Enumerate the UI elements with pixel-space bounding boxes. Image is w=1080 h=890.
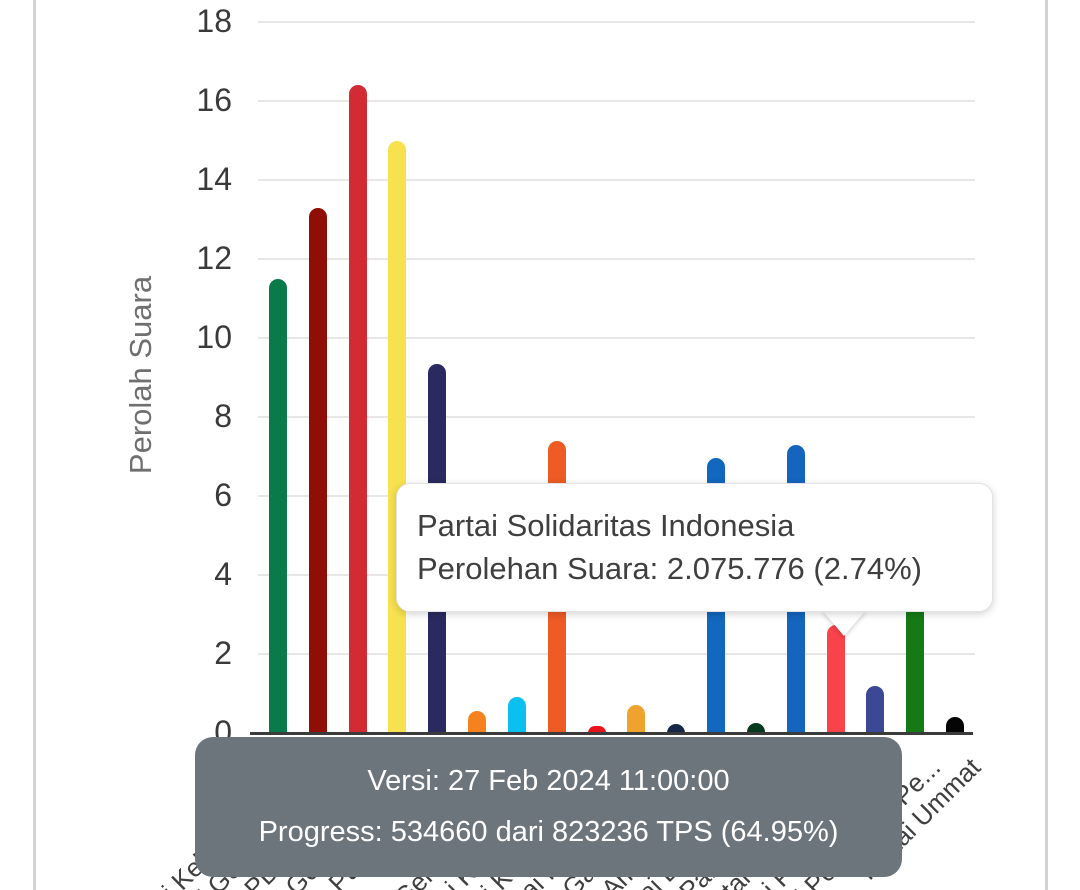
bar-pbb[interactable] (746, 723, 765, 733)
x-axis-baseline (250, 732, 973, 735)
bar-buruh[interactable] (468, 711, 487, 733)
status-overlay: Versi: 27 Feb 2024 11:00:00 Progress: 53… (195, 737, 902, 877)
tooltip-vote-detail: Perolehan Suara: 2.075.776 (2.74%) (417, 551, 922, 586)
gridline-8 (258, 416, 975, 418)
y-tick-14: 14 (196, 161, 232, 197)
tooltip-party-name: Partai Solidaritas Indonesia (417, 508, 795, 543)
bar-hanura[interactable] (627, 705, 646, 733)
bar-gerindra[interactable] (308, 207, 327, 733)
y-tick-8: 8 (214, 398, 232, 434)
status-progress: Progress: 534660 dari 823236 TPS (64.95%… (258, 816, 839, 848)
gridline-10 (258, 337, 975, 339)
y-tick-2: 2 (214, 635, 232, 671)
bar-garuda[interactable] (667, 724, 686, 733)
bar-pdip[interactable] (348, 85, 367, 733)
bar-pkb[interactable] (268, 278, 287, 733)
bar-ummat[interactable] (946, 717, 965, 733)
bar-golkar[interactable] (388, 140, 407, 733)
gridline-18 (258, 21, 975, 23)
y-tick-12: 12 (196, 240, 232, 276)
y-tick-16: 16 (196, 82, 232, 118)
bar-pkn[interactable] (587, 725, 606, 733)
bar-ppp[interactable] (906, 575, 925, 733)
y-tick-4: 4 (214, 556, 232, 592)
gridline-16 (258, 100, 975, 102)
status-version: Versi: 27 Feb 2024 11:00:00 (367, 765, 730, 797)
y-tick-6: 6 (214, 477, 232, 513)
tooltip-box: Partai Solidaritas Indonesia Perolehan S… (396, 483, 993, 612)
gridline-2 (258, 653, 975, 655)
y-tick-18: 18 (196, 3, 232, 39)
y-tick-10: 10 (196, 319, 232, 355)
card-left-edge (33, 0, 36, 890)
card-right-edge (1045, 0, 1048, 890)
gridline-14 (258, 179, 975, 181)
bar-perindo[interactable] (866, 685, 885, 733)
bar-psi[interactable] (826, 624, 845, 733)
gridline-12 (258, 258, 975, 260)
tooltip-arrow (822, 610, 866, 636)
bar-gelora[interactable] (507, 697, 526, 733)
